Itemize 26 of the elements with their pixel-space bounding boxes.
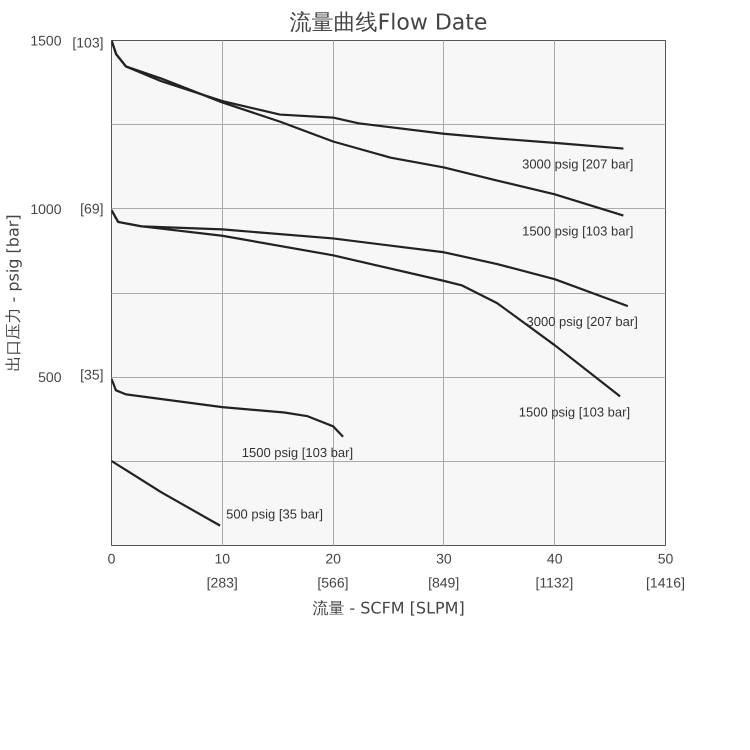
x-tick-label: 40	[546, 550, 563, 566]
y2-tick-label: [69]	[80, 200, 104, 217]
y-tick-label: 1500	[30, 32, 62, 48]
x-tick-label: 30	[436, 550, 452, 566]
x2-tick-label: [1416]	[646, 574, 685, 590]
y-tick-label: 500	[38, 369, 62, 386]
x2-tick-label: [1132]	[535, 574, 574, 590]
y2-tick-label: [35]	[80, 366, 104, 383]
chart-title: 流量曲线Flow Date	[290, 10, 488, 36]
y-axis-title: 出口压力 - psig [bar]	[3, 214, 22, 372]
series-label: 1500 psig [103 bar]	[522, 224, 634, 239]
y2-tick-label: [103]	[72, 34, 104, 50]
series-label: 500 psig [35 bar]	[226, 506, 323, 522]
x-tick-label: 50	[658, 550, 674, 566]
y-tick-label: 1000	[30, 200, 62, 217]
series-label: 3000 psig [207 bar]	[522, 156, 634, 172]
x2-tick-label: [566]	[317, 574, 349, 590]
x-tick-label: 0	[108, 550, 116, 566]
x-axis-title: 流量 - SCFM [SLPM]	[312, 598, 465, 618]
x2-tick-label: [849]	[428, 574, 460, 590]
series-label: 1500 psig [103 bar]	[518, 404, 630, 420]
x-tick-label: 10	[214, 550, 230, 566]
x2-tick-label: [283]	[206, 574, 238, 590]
series-label: 1500 psig [103 bar]	[242, 444, 354, 460]
x-tick-label: 20	[325, 550, 342, 566]
series-label: 3000 psig [207 bar]	[526, 314, 638, 330]
